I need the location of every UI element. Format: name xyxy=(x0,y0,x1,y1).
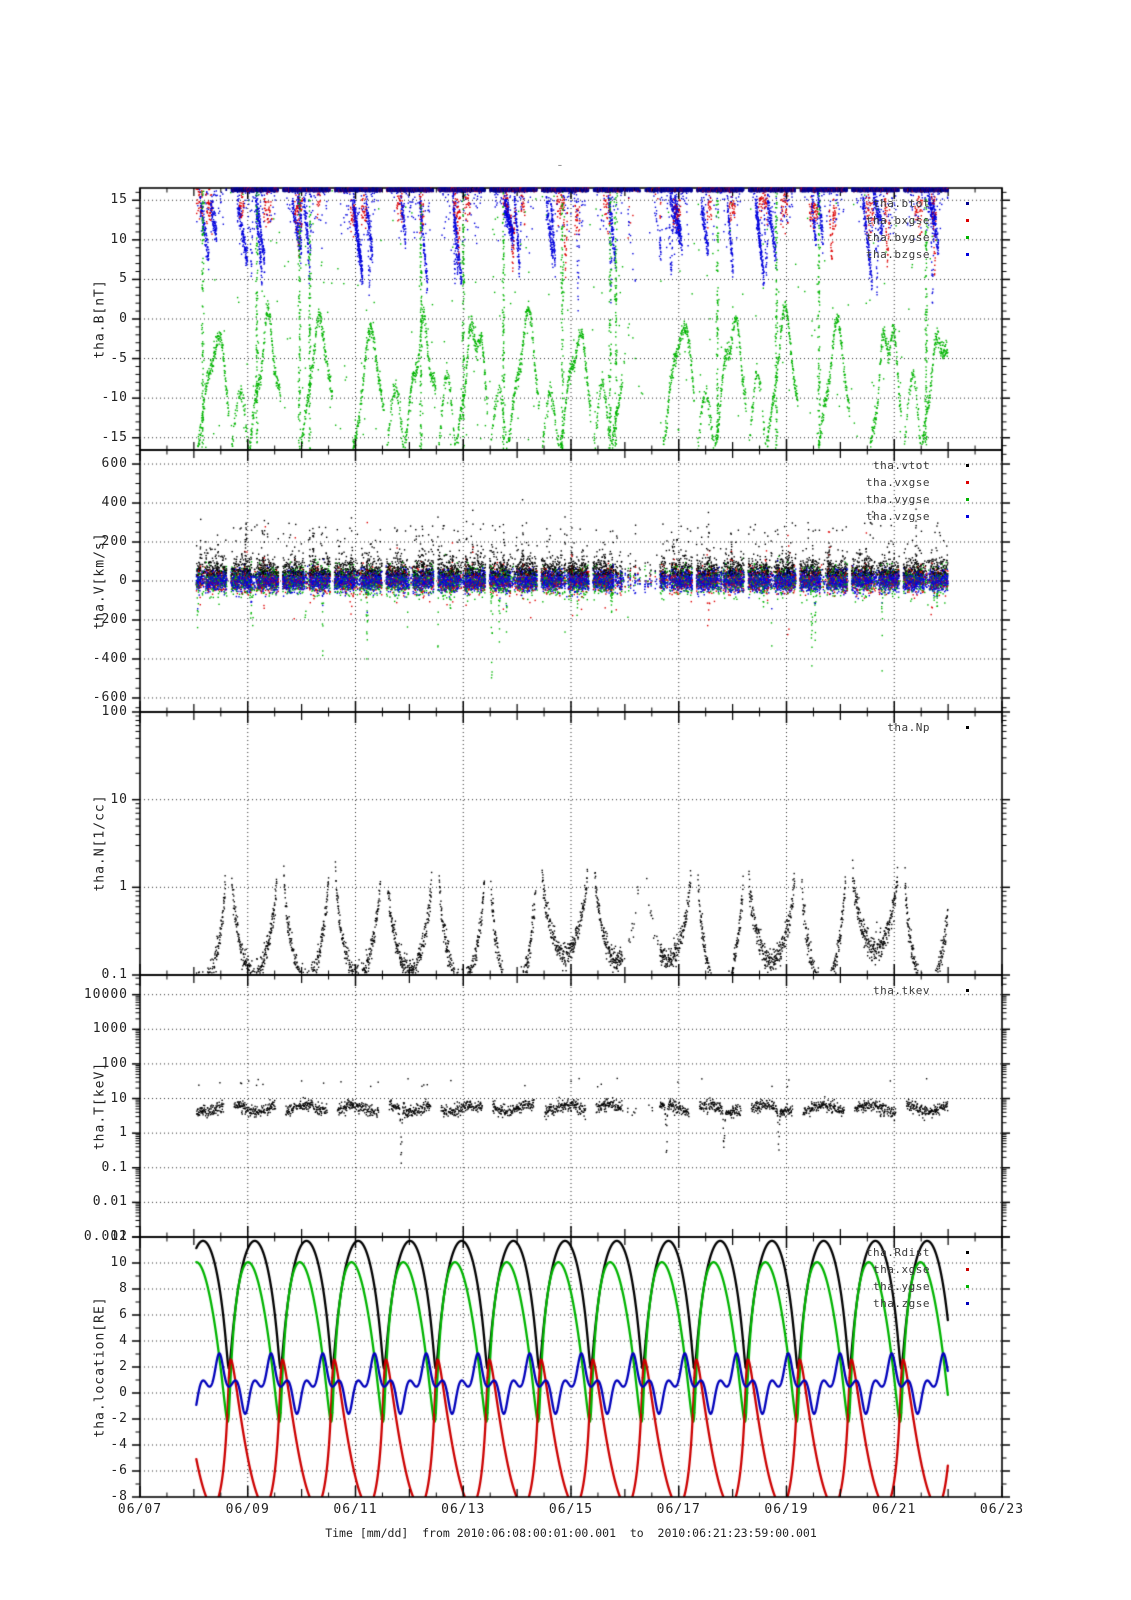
legend-marker-dot xyxy=(966,464,969,467)
x-tick-label: 06/09 xyxy=(225,1502,270,1517)
y-tick-label: -6 xyxy=(110,1463,128,1478)
legend-marker-dot xyxy=(966,236,969,239)
y-tick-label: 0.01 xyxy=(92,1194,128,1210)
y-tick-label: -4 xyxy=(110,1437,128,1452)
y-tick-label: 2 xyxy=(119,1359,128,1374)
y-tick-label: 0 xyxy=(119,573,128,588)
legend-label: tha.bxgse xyxy=(865,214,930,227)
y-tick-label: -600 xyxy=(92,689,128,705)
y-tick-label: 100 xyxy=(101,704,128,719)
legend-label: tha.zgse xyxy=(873,1297,930,1310)
legend-marker-dot xyxy=(966,726,969,729)
x-tick-label: 06/23 xyxy=(979,1502,1025,1517)
legend-marker-dot xyxy=(966,219,969,222)
y-tick-label: 600 xyxy=(101,456,128,472)
legend-label: tha.vxgse xyxy=(865,476,930,489)
x-tick-label: 06/21 xyxy=(872,1502,917,1517)
x-tick-label: 06/11 xyxy=(333,1502,378,1517)
x-tick-label: 06/07 xyxy=(117,1502,163,1517)
legend-label: tha.vtot xyxy=(873,459,930,472)
y-tick-label: 10 xyxy=(110,1090,128,1106)
legend-marker-dot xyxy=(966,1268,969,1271)
y-tick-label: 400 xyxy=(101,495,128,511)
x-axis-title: Time [mm/dd] from 2010:06:08:00:01:00.00… xyxy=(325,1526,817,1540)
legend-label: tha.bygse xyxy=(865,231,930,244)
legend-marker-dot xyxy=(966,989,969,992)
y-tick-label: -10 xyxy=(101,390,128,406)
legend-label: tha.Np xyxy=(887,721,930,734)
plot-title: - xyxy=(556,158,564,173)
x-tick-label: 06/17 xyxy=(656,1502,701,1517)
y-tick-label: 0.1 xyxy=(101,1159,128,1175)
y-tick-label: 1000 xyxy=(92,1021,128,1037)
legend-marker-dot xyxy=(966,1285,969,1288)
legend-marker-dot xyxy=(966,498,969,501)
y-tick-label: 5 xyxy=(119,271,128,287)
y-tick-label: 10000 xyxy=(83,986,128,1002)
ylabel-t: tha.T[keV] xyxy=(92,1061,108,1151)
y-tick-label: 10 xyxy=(110,791,128,807)
y-tick-label: -5 xyxy=(110,350,128,366)
y-tick-label: 0.1 xyxy=(101,967,128,982)
y-tick-label: -400 xyxy=(92,650,128,666)
x-tick-label: 06/13 xyxy=(441,1502,486,1517)
y-tick-label: 0.001 xyxy=(83,1229,128,1244)
legend-label: tha.Rdist xyxy=(865,1246,930,1259)
y-tick-label: -8 xyxy=(110,1489,128,1504)
legend-marker-dot xyxy=(966,515,969,518)
y-tick-label: 1 xyxy=(119,1125,128,1141)
y-tick-label: 0 xyxy=(119,1385,128,1400)
y-tick-label: 10 xyxy=(110,1255,128,1270)
legend-label: tha.bzgse xyxy=(865,248,930,261)
y-tick-label: 1 xyxy=(119,879,128,895)
legend-marker-dot xyxy=(966,202,969,205)
ylabel-n: tha.N[1/cc] xyxy=(92,794,108,892)
legend-label: tha.xgse xyxy=(873,1263,930,1276)
x-tick-label: 06/15 xyxy=(548,1502,594,1517)
legend-marker-dot xyxy=(966,1302,969,1305)
legend-marker-dot xyxy=(966,481,969,484)
y-tick-label: 100 xyxy=(101,1055,128,1071)
y-tick-label: 15 xyxy=(110,192,128,208)
y-tick-label: -2 xyxy=(110,1411,128,1426)
legend-label: tha.btot xyxy=(873,197,930,210)
ylabel-b: tha.B[nT] xyxy=(92,279,108,359)
y-tick-label: 8 xyxy=(119,1281,128,1296)
legend-label: tha.ygse xyxy=(873,1280,930,1293)
legend-label: tha.vygse xyxy=(865,493,930,506)
y-tick-label: 0 xyxy=(119,311,128,326)
y-tick-label: -15 xyxy=(101,429,128,445)
y-tick-label: -200 xyxy=(92,611,128,627)
legend-marker-dot xyxy=(966,1251,969,1254)
y-tick-label: 6 xyxy=(119,1307,128,1322)
y-tick-label: 4 xyxy=(119,1333,128,1348)
legend-label: tha.tkev xyxy=(873,984,930,997)
ylabel-location: tha.location[RE] xyxy=(92,1296,108,1438)
x-tick-label: 06/19 xyxy=(764,1502,809,1517)
y-tick-label: 200 xyxy=(101,534,128,549)
y-tick-label: 12 xyxy=(110,1229,128,1244)
y-tick-label: 10 xyxy=(110,231,128,247)
legend-label: tha.vzgse xyxy=(865,510,930,523)
legend-marker-dot xyxy=(966,253,969,256)
